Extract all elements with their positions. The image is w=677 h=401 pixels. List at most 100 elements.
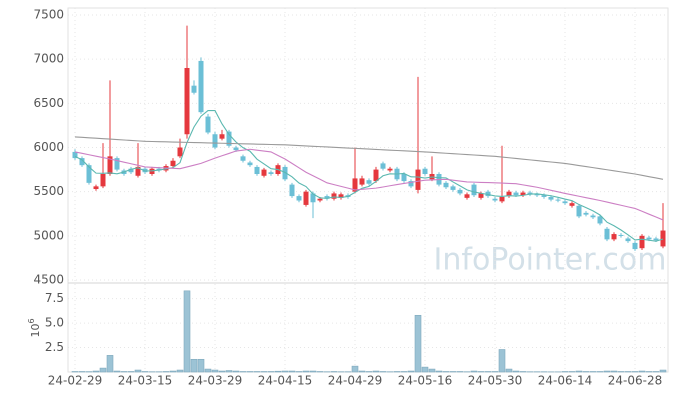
volume-tick-label: 5.0 xyxy=(45,316,64,330)
volume-bar xyxy=(351,365,359,373)
candle-body xyxy=(590,215,596,218)
candle-body xyxy=(660,230,666,247)
volume-bar xyxy=(372,370,380,373)
candle-body xyxy=(86,165,92,183)
volume-bar xyxy=(169,370,177,373)
candle-body xyxy=(303,191,309,205)
candle-body xyxy=(464,194,470,198)
candle-body xyxy=(541,195,547,197)
candle-body xyxy=(233,147,239,151)
volume-bar xyxy=(610,370,618,373)
candle-body xyxy=(170,160,176,167)
volume-bar xyxy=(281,370,289,373)
candle-body xyxy=(184,68,190,135)
candle-body xyxy=(527,192,533,195)
plot-frame xyxy=(67,7,669,373)
candle-body xyxy=(506,191,512,197)
volume-unit-exponent: 6 xyxy=(27,318,36,323)
moving-average-line xyxy=(74,110,664,242)
x-tick-label: 24-05-30 xyxy=(468,374,522,388)
volume-bar xyxy=(106,355,114,373)
candle-body xyxy=(639,235,645,249)
volume-bar xyxy=(659,369,667,373)
volume-unit-base: 10 xyxy=(29,324,42,338)
candle-body xyxy=(240,156,246,161)
candle-body xyxy=(135,166,141,176)
candle-body xyxy=(114,158,120,170)
candle-body xyxy=(597,216,603,224)
candle-body xyxy=(485,191,491,197)
candle-body xyxy=(310,193,316,203)
volume-bar xyxy=(225,370,233,373)
volume-bar xyxy=(512,370,520,373)
volume-bar xyxy=(99,367,107,373)
candle-body xyxy=(247,162,253,166)
volume-bar xyxy=(113,370,121,373)
x-tick-label: 24-06-14 xyxy=(538,374,592,388)
x-tick-label: 24-06-28 xyxy=(608,374,662,388)
candle-body xyxy=(212,134,218,148)
volume-axis-label: 106 xyxy=(27,318,43,337)
candle-body xyxy=(268,172,274,174)
candle-body xyxy=(254,166,260,174)
candle-body xyxy=(408,181,414,187)
candle-body xyxy=(261,169,267,176)
volume-bar xyxy=(211,369,219,373)
candle-body xyxy=(576,205,582,217)
volume-bar xyxy=(197,358,205,373)
candle-body xyxy=(457,189,463,194)
x-tick-label: 24-04-15 xyxy=(258,374,312,388)
candle-body xyxy=(128,168,134,173)
volume-bar xyxy=(183,290,191,373)
candle-body xyxy=(282,166,288,180)
candle-body xyxy=(618,234,624,236)
moving-average-line xyxy=(74,136,664,180)
volume-bar xyxy=(309,370,317,373)
volume-bar xyxy=(575,370,583,373)
x-tick-label: 24-02-29 xyxy=(48,374,102,388)
candle-body xyxy=(79,158,85,166)
candle-body xyxy=(191,85,197,93)
candle-body xyxy=(548,196,554,200)
candle-body xyxy=(352,178,358,192)
candle-body xyxy=(513,192,519,196)
candle-body xyxy=(583,212,589,215)
volume-bar xyxy=(414,314,422,373)
candle-body xyxy=(338,194,344,198)
volume-bar xyxy=(204,368,212,373)
volume-bar xyxy=(435,370,443,373)
watermark: InfoPointer.com xyxy=(434,243,667,278)
x-tick-label: 24-03-15 xyxy=(118,374,172,388)
candle-body xyxy=(366,180,372,184)
volume-bar xyxy=(232,370,240,373)
candle-body xyxy=(471,184,477,196)
candle-body xyxy=(387,168,393,171)
volume-tick-label: 2.5 xyxy=(45,340,64,354)
y-tick-label: 5500 xyxy=(33,184,64,198)
volume-bar xyxy=(603,370,611,373)
volume-bar xyxy=(498,349,506,373)
candle-body xyxy=(93,186,99,190)
candle-body xyxy=(107,156,113,174)
volume-bar xyxy=(428,368,436,373)
volume-bar xyxy=(358,370,366,373)
moving-average-line xyxy=(74,148,664,221)
y-tick-label: 7500 xyxy=(33,8,64,22)
candle-body xyxy=(219,134,225,139)
x-tick-label: 24-04-29 xyxy=(328,374,382,388)
candle-body xyxy=(492,198,498,201)
volume-bar xyxy=(134,369,142,373)
candle-body xyxy=(422,168,428,174)
y-tick-label: 5000 xyxy=(33,228,64,242)
candle-body xyxy=(359,178,365,185)
candle-body xyxy=(289,184,295,197)
volume-bar xyxy=(302,370,310,373)
volume-bar xyxy=(470,370,478,373)
candle-body xyxy=(198,60,204,113)
candle-body xyxy=(450,186,456,190)
candle-body xyxy=(625,238,631,242)
candle-body xyxy=(611,234,617,240)
candle-body xyxy=(317,198,323,201)
candle-body xyxy=(604,228,610,240)
